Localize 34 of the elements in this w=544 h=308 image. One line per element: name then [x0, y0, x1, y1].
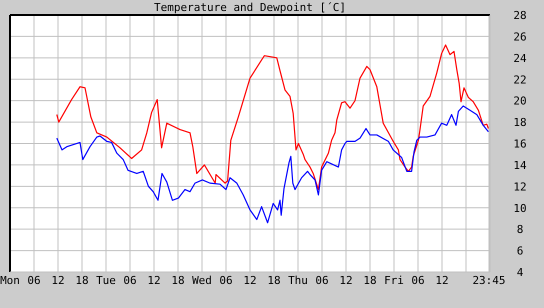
y-tick-label: 28 [513, 9, 527, 22]
x-tick-label: 18 [171, 274, 185, 287]
x-tick-label: Thu [288, 274, 308, 287]
x-tick-label: 06 [411, 274, 425, 287]
y-tick-label: 22 [513, 73, 527, 86]
y-tick-label: 8 [516, 223, 524, 236]
x-tick-label: 06 [123, 274, 137, 287]
y-tick-label: 14 [513, 158, 527, 172]
x-tick-label: 06 [219, 274, 233, 287]
x-tick-label: 18 [267, 274, 281, 287]
y-tick-label: 12 [513, 180, 527, 194]
x-tick-label: Mon [0, 274, 20, 287]
chart-title: Temperature and Dewpoint [´C] [154, 1, 346, 14]
x-tick-label: 23:45 [472, 274, 506, 287]
y-tick-label: 18 [513, 116, 527, 130]
y-tick-label: 4 [516, 266, 524, 279]
y-tick-label: 16 [513, 138, 527, 150]
x-tick-label: 12 [339, 274, 353, 287]
x-tick-label: 18 [363, 274, 377, 287]
y-tick-label: 20 [513, 94, 527, 108]
x-tick-label: Wed [192, 274, 212, 287]
x-tick-label: 12 [51, 274, 65, 287]
x-tick-label: 06 [27, 274, 41, 287]
x-tick-label: 12 [435, 274, 449, 287]
y-tick-label: 26 [513, 30, 527, 44]
y-tick-label: 10 [513, 202, 527, 215]
x-tick-label: Tue [96, 274, 116, 287]
y-tick-label: 6 [516, 244, 524, 258]
x-tick-label: 06 [315, 274, 329, 287]
x-tick-label: Fri [384, 274, 404, 287]
x-tick-label: 12 [147, 274, 161, 287]
x-tick-label: 18 [75, 274, 89, 287]
y-tick-label: 24 [513, 52, 527, 65]
x-tick-label: 12 [243, 274, 257, 287]
